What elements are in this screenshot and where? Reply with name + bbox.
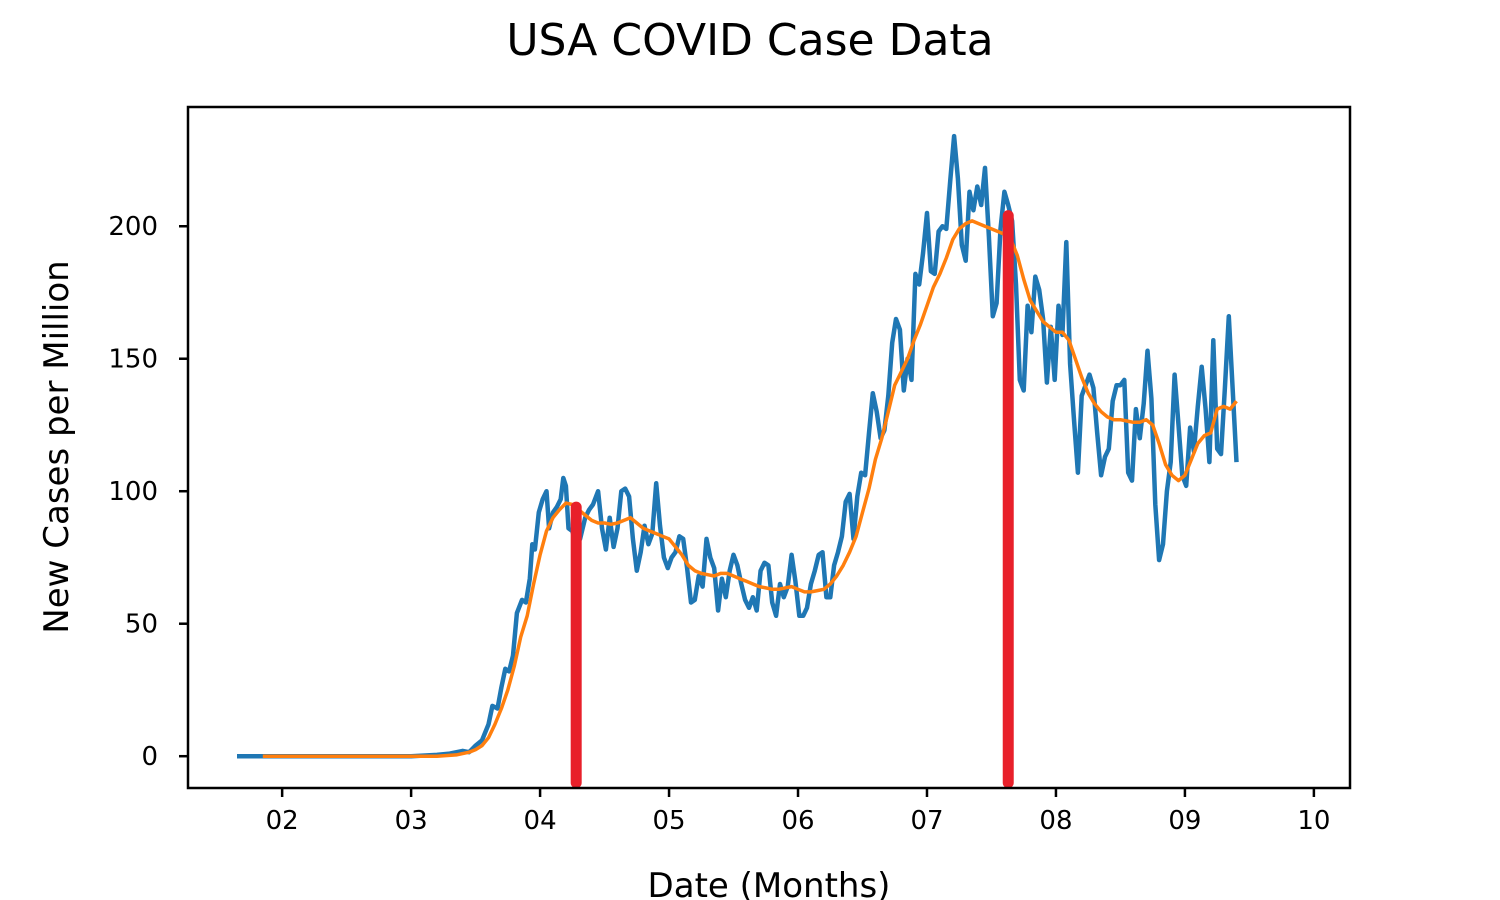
y-tick-label: 200 <box>108 212 158 242</box>
y-axis-label: New Cases per Million <box>37 260 77 633</box>
x-tick-label: 04 <box>524 806 557 836</box>
y-axis: 0 50 100 150 200 <box>108 212 188 772</box>
x-tick-label: 06 <box>781 806 814 836</box>
series-line-daily <box>237 133 1239 759</box>
chart-title: USA COVID Case Data <box>506 15 993 66</box>
x-tick-label: 02 <box>266 806 299 836</box>
y-tick-label: 150 <box>108 345 158 375</box>
x-tick-label: 07 <box>910 806 943 836</box>
x-axis: 02 03 04 05 06 07 08 09 10 <box>266 788 1330 836</box>
x-tick-label: 10 <box>1297 806 1330 836</box>
marker-lines <box>570 210 1014 789</box>
plot-area <box>237 133 1239 759</box>
y-tick-label: 50 <box>125 610 158 640</box>
x-tick-label: 09 <box>1168 806 1201 836</box>
x-tick-label: 03 <box>395 806 428 836</box>
x-tick-label: 05 <box>653 806 686 836</box>
x-axis-label: Date (Months) <box>648 866 891 900</box>
x-tick-label: 08 <box>1039 806 1072 836</box>
series-line-smoothed <box>262 219 1238 758</box>
y-tick-label: 100 <box>108 477 158 507</box>
y-tick-label: 0 <box>141 742 158 772</box>
plot-frame <box>186 105 1352 790</box>
